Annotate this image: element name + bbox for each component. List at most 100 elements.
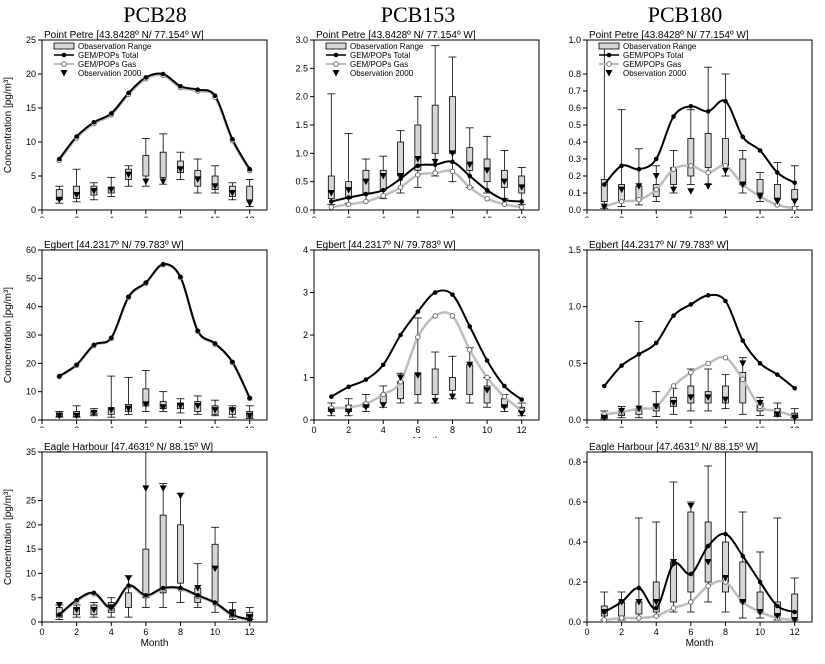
- total-point: [160, 261, 166, 267]
- observation-2000-marker: [652, 403, 660, 410]
- total-point: [653, 340, 659, 346]
- x-tick-label: 6: [688, 627, 693, 637]
- total-point: [91, 590, 97, 596]
- observation-2000-marker: [73, 192, 81, 199]
- x-tick-label: 8: [178, 215, 183, 218]
- total-point: [212, 341, 218, 346]
- observation-2000-marker: [107, 186, 115, 194]
- observation-range-box: [449, 377, 456, 391]
- total-point: [363, 377, 369, 382]
- series-gemp-pops-gas-line: [331, 169, 522, 209]
- observation-2000-marker: [107, 407, 115, 414]
- x-tick-label: 12: [790, 627, 800, 637]
- total-point: [484, 187, 490, 193]
- observation-2000-marker: [194, 176, 202, 183]
- observation-2000-marker: [773, 198, 781, 205]
- y-tick-label: 0.8: [568, 457, 581, 467]
- observation-range-box: [600, 178, 608, 202]
- total-point: [740, 134, 746, 140]
- total-point: [363, 191, 369, 197]
- observation-2000-marker: [721, 396, 729, 404]
- observation-2000-marker: [739, 181, 747, 188]
- legend-label: Observation 2000: [350, 69, 414, 78]
- chart-title: Eagle Harbour [47.4631º N/ 88.15º W]: [589, 442, 758, 453]
- x-tick-label: 2: [74, 215, 79, 218]
- observation-2000-marker: [635, 599, 643, 606]
- observation-range-box: [739, 561, 747, 603]
- y-tick-label: 0.0: [568, 205, 581, 215]
- total-point: [636, 166, 642, 172]
- x-tick-label: 10: [210, 425, 220, 428]
- series-gemp-pops-total-line: [58, 262, 251, 399]
- y-tick-label: 0.3: [568, 154, 581, 164]
- total-point: [143, 280, 149, 285]
- observation-range-box: [142, 548, 150, 599]
- observation-2000-marker: [773, 613, 781, 620]
- x-tick-label: 0: [39, 425, 44, 428]
- observation-2000-marker: [379, 173, 387, 180]
- legend-label: Obaservation Range: [350, 42, 424, 51]
- total-point: [126, 294, 131, 300]
- total-point: [619, 163, 624, 169]
- y-tick-label: 3.0: [295, 35, 308, 45]
- x-tick-label: 10: [755, 215, 765, 218]
- total-point: [619, 363, 624, 368]
- observation-2000-marker: [704, 394, 712, 401]
- gas-point: [722, 163, 729, 169]
- observation-range-box: [773, 184, 781, 199]
- observation-2000-marker: [397, 374, 405, 381]
- observation-2000-marker: [176, 402, 184, 410]
- total-point: [178, 585, 183, 591]
- x-tick-label: 2: [346, 425, 351, 435]
- legend-gas-marker: [61, 61, 67, 67]
- observation-2000-marker: [194, 402, 202, 410]
- y-tick-label: 10: [26, 137, 36, 147]
- observation-2000-marker: [431, 158, 439, 166]
- total-point: [792, 180, 797, 186]
- x-tick-label: 12: [245, 425, 255, 428]
- y-tick-label: 5: [31, 171, 36, 181]
- observation-range-box: [449, 96, 456, 154]
- gas-point: [432, 170, 438, 176]
- x-tick-label: 10: [755, 425, 765, 428]
- total-point: [502, 197, 507, 203]
- gas-point: [380, 391, 386, 398]
- observation-2000-marker: [246, 614, 254, 621]
- total-point: [57, 373, 62, 379]
- chart-pcb180-egbert: Egbert [44.2317º N/ 79.783º W] 0.0 0.5 1.0 1…: [568, 240, 813, 428]
- gas-point: [688, 163, 694, 169]
- observation-2000-marker: [176, 492, 184, 500]
- gas-point: [618, 198, 625, 205]
- observation-2000-marker: [211, 407, 219, 414]
- total-point: [602, 383, 607, 389]
- observation-2000-marker: [670, 186, 678, 194]
- y-tick-label: 0.1: [568, 188, 581, 198]
- gas-point: [501, 393, 508, 400]
- total-point: [653, 156, 659, 162]
- observation-2000-marker: [687, 394, 695, 401]
- gas-point: [653, 613, 659, 619]
- total-point: [775, 170, 780, 175]
- y-tick-label: 0.2: [568, 171, 581, 181]
- plot-frame: [41, 249, 268, 421]
- y-tick-label: 0.6: [568, 497, 581, 507]
- total-point: [212, 600, 218, 605]
- total-point: [705, 293, 711, 298]
- observation-2000-marker: [466, 361, 474, 369]
- gas-point: [363, 198, 369, 205]
- y-tick-label: 20: [26, 358, 36, 368]
- total-point: [160, 71, 166, 77]
- observation-range-box: [466, 147, 474, 171]
- y-tick-label: 0.5: [568, 120, 581, 130]
- observation-range-box: [722, 138, 729, 167]
- observation-2000-marker: [739, 599, 747, 606]
- total-point: [792, 385, 797, 391]
- legend-observation-marker: [60, 70, 68, 77]
- observation-2000-marker: [125, 575, 133, 582]
- gas-point: [345, 201, 352, 208]
- y-tick-label: 20: [26, 69, 36, 79]
- observation-2000-marker: [756, 400, 764, 407]
- y-tick-label: 15: [26, 544, 36, 554]
- observation-2000-marker: [142, 485, 150, 492]
- total-point: [740, 553, 746, 559]
